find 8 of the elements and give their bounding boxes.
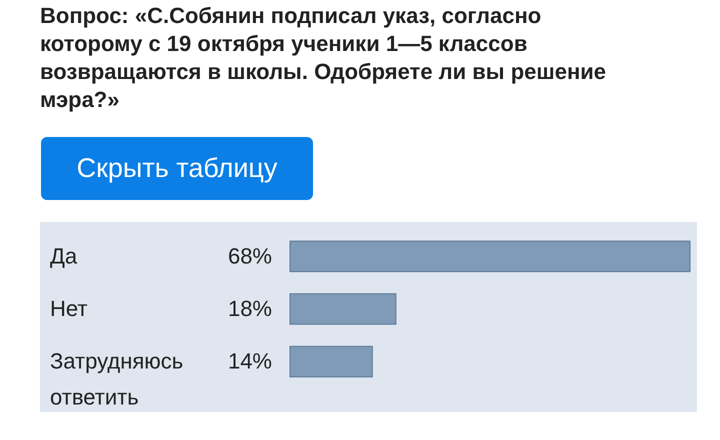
text: Скрыть таблицу	[76, 153, 278, 183]
y-tick-label: Да	[50, 243, 78, 268]
data-label: 68%	[228, 243, 272, 268]
y-tick-label: Нет	[50, 296, 88, 321]
y-tick-label: Затрудняюсь ответить	[50, 348, 184, 410]
chart-title: Вопрос: «С.Собянин подписал указ, согласно которому с 19 октября ученики 1—5 классов возвращаются в школы. Одобряете ли вы решение мэра?»	[40, 3, 606, 112]
data-label: 14%	[228, 348, 272, 374]
data-label: 18%	[228, 296, 272, 321]
